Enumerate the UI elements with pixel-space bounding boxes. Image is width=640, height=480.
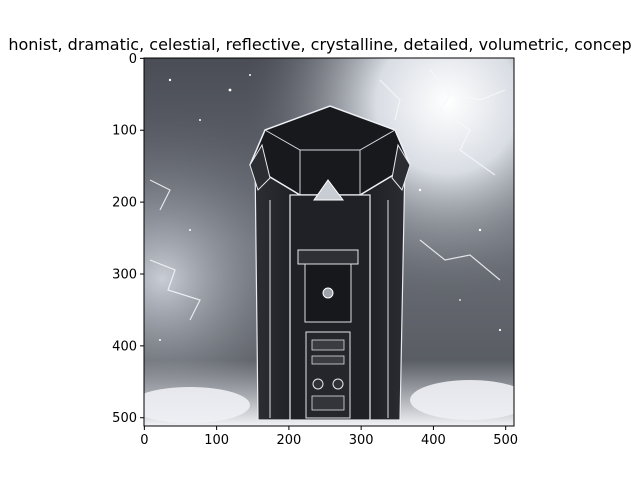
y-tick-label: 400	[112, 339, 137, 354]
x-tick-label: 0	[140, 433, 148, 448]
x-tick-label: 300	[349, 433, 374, 448]
x-tick-label: 400	[421, 433, 446, 448]
crystalline-obelisk-machine-image	[144, 58, 514, 426]
y-tick-label: 200	[112, 196, 137, 211]
y-tick-label: 100	[112, 124, 137, 139]
y-tick-label: 0	[129, 52, 137, 67]
figure-title: honist, dramatic, celestial, reflective,…	[8, 35, 631, 54]
x-tick-label: 200	[276, 433, 301, 448]
y-axis: 0 100 200 300 400 500	[112, 52, 144, 426]
x-tick-label: 500	[493, 433, 518, 448]
axes-frame	[143, 57, 515, 427]
y-tick-label: 500	[112, 411, 137, 426]
y-tick-label: 300	[112, 267, 137, 282]
x-axis: 0 100 200 300 400 500	[140, 426, 518, 448]
x-tick-label: 100	[204, 433, 229, 448]
